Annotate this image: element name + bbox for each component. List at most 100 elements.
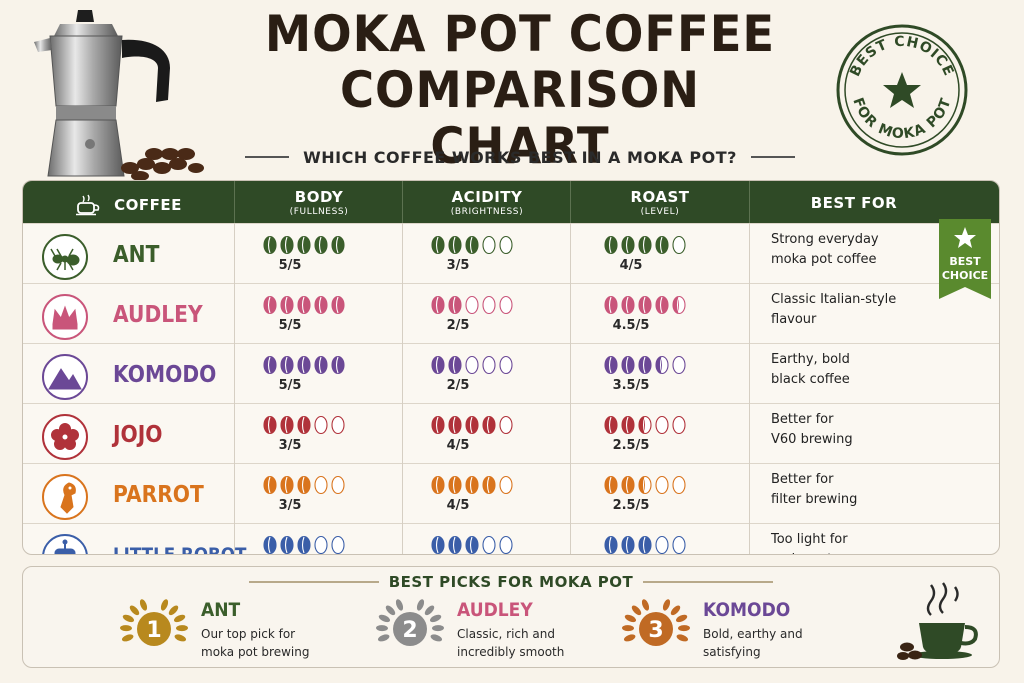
coffee-name: JOJO [113,422,163,448]
crown-icon [41,293,89,341]
bean-icon [499,475,513,495]
bean-icon [263,235,277,255]
best-for-text: Earthy, bold black coffee [771,350,941,390]
bean-icon [314,475,328,495]
column-divider [234,181,235,223]
best-choice-badge: BEST CHOICE FOR MOKA POT [836,24,968,156]
coffee-name: AUDLEY [113,302,203,328]
bean-icon [672,415,686,435]
picks-title-row: BEST PICKS FOR MOKA POT [23,573,999,591]
bean-icon [431,355,445,375]
bean-icon [621,415,635,435]
bean-icon [331,415,345,435]
best-for-line: Classic Italian-style [771,292,897,307]
pick-description-line: Our top pick for [201,627,296,641]
pick-description-line: incredibly smooth [457,645,565,659]
bean-icon [638,475,652,495]
header-acidity: ACIDITY (BRIGHTNESS) [403,181,571,223]
table-row: KOMODO 5/5 2/5 3.5/5 Earthy, bold black coffe… [23,343,999,403]
acidity-score: 4/5 [446,438,470,453]
title-line-1: MOKA POT COFFEE [264,5,776,63]
header-coffee-label: COFFEE [114,196,182,214]
bean-icon [621,475,635,495]
acidity-score: 4/5 [446,498,470,513]
best-for-text: Better for filter brewing [771,470,941,510]
pick-item: 1 ANT Our top pick for moka pot brewing [119,597,369,667]
bean-icon [621,355,635,375]
pick-rank: 2 [402,618,417,643]
bean-icon [314,355,328,375]
acidity-score: 2/5 [446,378,470,393]
bean-icon [465,415,479,435]
bean-icon [331,475,345,495]
roast-score: 2.5/5 [612,498,650,513]
table-row: PARROT 3/5 4/5 2.5/5 Better for filter brewin… [23,463,999,523]
bean-icon [655,415,669,435]
bean-icon [499,355,513,375]
bean-icon [482,295,496,315]
pick-name: KOMODO [703,599,791,621]
roast-beans [604,295,686,315]
best-for-line: moka pot coffee [771,252,877,267]
column-divider [749,223,750,554]
bean-icon [280,535,294,554]
body-score: 5/5 [278,258,302,273]
body-score: 5/5 [278,318,302,333]
pick-rank: 1 [146,618,161,643]
laurel-medal-icon: 1 [119,597,189,665]
bean-icon [499,235,513,255]
best-for-line: Strong everyday [771,232,879,247]
roast-beans [604,355,686,375]
column-divider [402,223,403,554]
acidity-beans [431,475,513,495]
bean-icon [297,355,311,375]
best-for-line: flavour [771,312,817,327]
pick-name: ANT [201,599,241,621]
mountain-icon [41,353,89,401]
coffee-name: KOMODO [113,362,217,388]
bean-icon [297,535,311,554]
coffee-name: ANT [113,242,160,268]
moka-pot-illustration [34,10,204,181]
header-roast: ROAST (LEVEL) [571,181,749,223]
best-for-text: Too light for moka pot [771,530,941,554]
pick-description-line: satisfying [703,645,761,659]
bean-icon [331,535,345,554]
best-for-line: Too light for [771,532,848,547]
bean-icon [604,415,618,435]
pick-name: AUDLEY [457,599,533,621]
bean-icon [655,295,669,315]
best-for-line: black coffee [771,372,850,387]
body-beans [263,415,345,435]
bean-icon [448,355,462,375]
bean-icon [263,355,277,375]
bean-icon [621,295,635,315]
bean-icon [263,475,277,495]
coffee-name: PARROT [113,482,204,508]
roast-beans [604,535,686,554]
column-divider [570,223,571,554]
bean-icon [621,235,635,255]
coffee-name: LITTLE ROBOT [113,544,247,555]
roast-score: 2.5/5 [612,438,650,453]
svg-text:FOR MOKA POT: FOR MOKA POT [849,96,954,143]
pick-description: Our top pick for moka pot brewing [201,625,381,661]
table-row: JOJO 3/5 4/5 2.5/5 Better for V60 brewing [23,403,999,463]
bean-icon [638,235,652,255]
bean-icon [314,295,328,315]
bean-icon [482,415,496,435]
bean-icon [499,415,513,435]
bean-icon [672,235,686,255]
bean-icon [655,235,669,255]
bean-icon [331,355,345,375]
bean-icon [499,535,513,554]
header-roast-label: ROAST [630,188,690,206]
bean-icon [482,235,496,255]
bean-icon [672,295,686,315]
bean-icon [638,295,652,315]
picks-rule-right [643,581,774,583]
ribbon-star-icon [954,227,976,248]
header-roast-sub: (LEVEL) [640,207,680,217]
best-for-text: Better for V60 brewing [771,410,941,450]
